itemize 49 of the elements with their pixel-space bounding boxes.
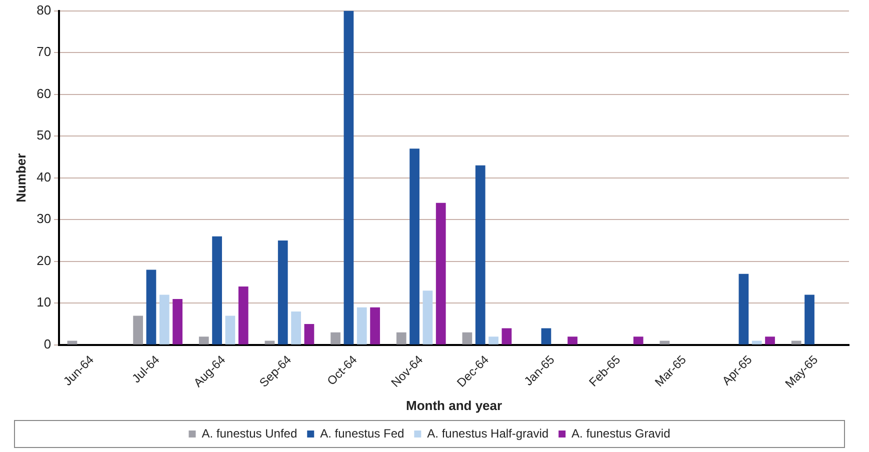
bar bbox=[304, 324, 314, 344]
bar bbox=[462, 332, 472, 344]
bar bbox=[738, 274, 749, 344]
bar bbox=[804, 294, 814, 344]
bar bbox=[660, 340, 670, 344]
y-axis-title: Number bbox=[13, 153, 28, 202]
legend-label: A. funestus Fed bbox=[320, 426, 404, 440]
bar bbox=[765, 336, 775, 344]
bar bbox=[541, 328, 552, 344]
bar bbox=[752, 340, 762, 344]
bar bbox=[488, 336, 498, 344]
y-tick-label: 60 bbox=[36, 86, 52, 101]
bar bbox=[502, 328, 512, 344]
bar bbox=[422, 290, 433, 344]
legend-label: A. funestus Unfed bbox=[202, 426, 298, 440]
y-tick-label: 70 bbox=[36, 44, 52, 60]
bar bbox=[330, 332, 340, 344]
y-tick-label: 80 bbox=[36, 2, 52, 18]
bar bbox=[212, 236, 222, 344]
bar bbox=[633, 336, 644, 344]
legend-label: A. funestus Half-gravid bbox=[427, 426, 549, 440]
bar bbox=[791, 340, 802, 344]
bar bbox=[436, 202, 446, 344]
x-axis-title: Month and year bbox=[406, 398, 502, 413]
bar bbox=[396, 332, 406, 344]
bar bbox=[264, 340, 275, 344]
bar bbox=[146, 270, 156, 344]
y-tick-label: 30 bbox=[36, 211, 52, 226]
bar bbox=[159, 294, 170, 344]
bar bbox=[278, 240, 288, 344]
bar bbox=[133, 316, 143, 344]
legend-label: A. funestus Gravid bbox=[572, 426, 670, 440]
bar bbox=[410, 148, 420, 344]
bar bbox=[225, 316, 236, 344]
bar bbox=[198, 336, 209, 344]
bar bbox=[291, 312, 301, 344]
bar bbox=[370, 307, 380, 344]
bar bbox=[344, 10, 354, 344]
y-tick-label: 10 bbox=[36, 294, 52, 310]
y-tick-label: 0 bbox=[44, 336, 52, 352]
bar bbox=[67, 340, 78, 344]
bar bbox=[172, 298, 182, 344]
bar bbox=[568, 336, 578, 344]
bar bbox=[475, 165, 486, 344]
y-tick-label: 50 bbox=[36, 128, 52, 143]
bar bbox=[356, 307, 367, 344]
y-tick-label: 20 bbox=[36, 252, 52, 268]
y-tick-label: 40 bbox=[36, 169, 52, 184]
bar bbox=[238, 286, 248, 344]
